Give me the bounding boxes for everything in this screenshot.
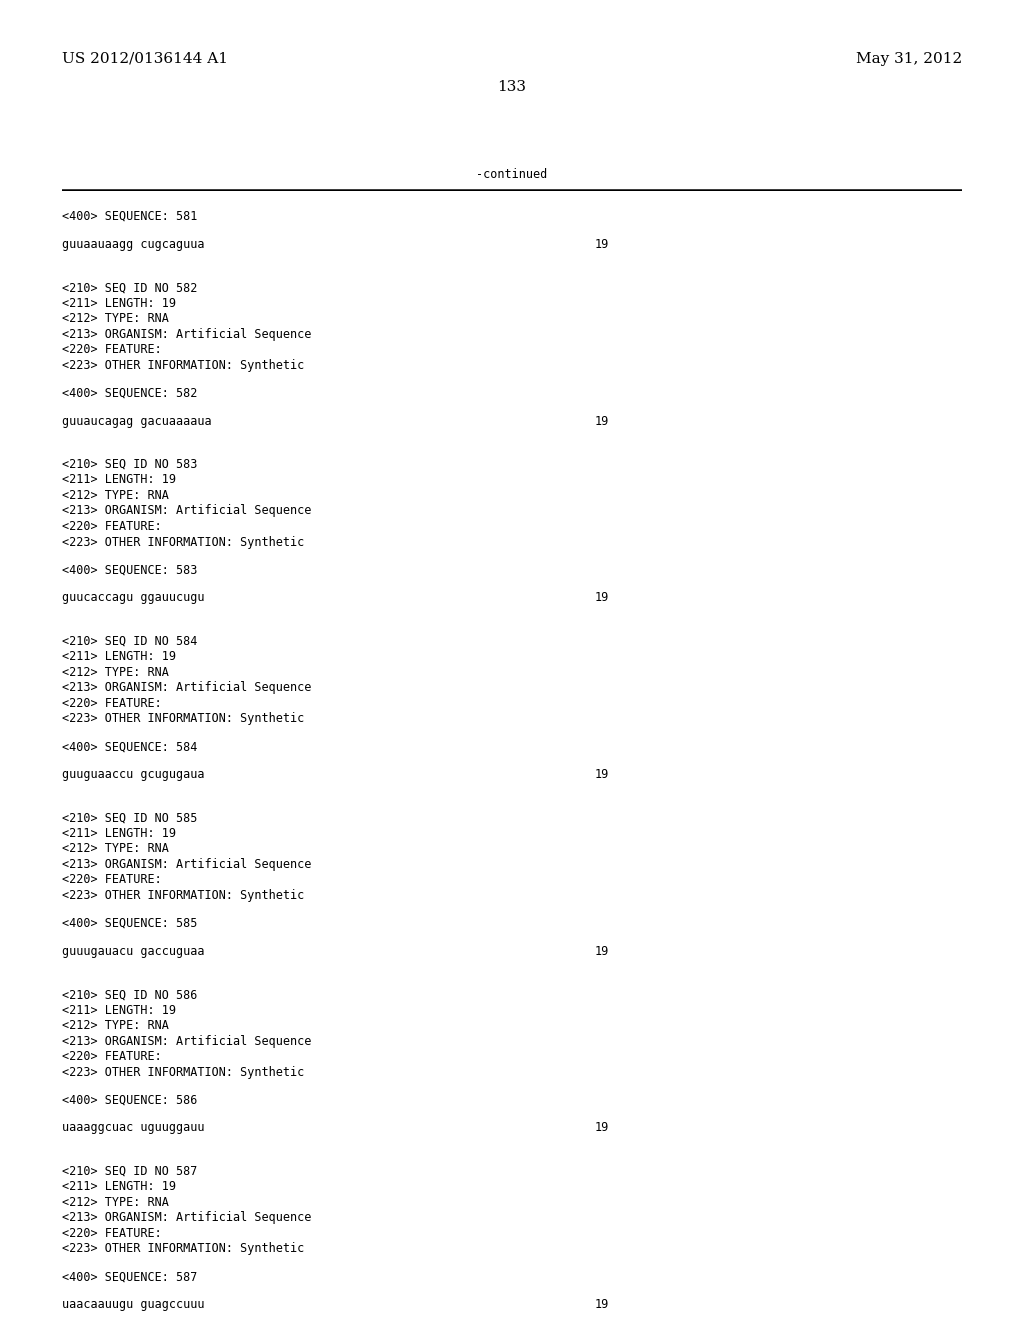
Text: <400> SEQUENCE: 581: <400> SEQUENCE: 581 — [62, 210, 198, 223]
Text: <223> OTHER INFORMATION: Synthetic: <223> OTHER INFORMATION: Synthetic — [62, 1065, 304, 1078]
Text: <210> SEQ ID NO 582: <210> SEQ ID NO 582 — [62, 281, 198, 294]
Text: <212> TYPE: RNA: <212> TYPE: RNA — [62, 313, 169, 325]
Text: <211> LENGTH: 19: <211> LENGTH: 19 — [62, 1003, 176, 1016]
Text: <213> ORGANISM: Artificial Sequence: <213> ORGANISM: Artificial Sequence — [62, 327, 311, 341]
Text: <210> SEQ ID NO 585: <210> SEQ ID NO 585 — [62, 812, 198, 825]
Text: May 31, 2012: May 31, 2012 — [856, 51, 962, 66]
Text: 19: 19 — [595, 238, 609, 251]
Text: uaaaggcuac uguuggauu: uaaaggcuac uguuggauu — [62, 1122, 205, 1134]
Text: <210> SEQ ID NO 587: <210> SEQ ID NO 587 — [62, 1164, 198, 1177]
Text: <212> TYPE: RNA: <212> TYPE: RNA — [62, 1019, 169, 1032]
Text: <220> FEATURE:: <220> FEATURE: — [62, 697, 162, 710]
Text: <400> SEQUENCE: 582: <400> SEQUENCE: 582 — [62, 387, 198, 400]
Text: 19: 19 — [595, 591, 609, 605]
Text: US 2012/0136144 A1: US 2012/0136144 A1 — [62, 51, 228, 66]
Text: <400> SEQUENCE: 585: <400> SEQUENCE: 585 — [62, 917, 198, 929]
Text: guuugauacu gaccuguaa: guuugauacu gaccuguaa — [62, 945, 205, 958]
Text: <220> FEATURE:: <220> FEATURE: — [62, 520, 162, 533]
Text: <223> OTHER INFORMATION: Synthetic: <223> OTHER INFORMATION: Synthetic — [62, 888, 304, 902]
Text: <400> SEQUENCE: 587: <400> SEQUENCE: 587 — [62, 1270, 198, 1283]
Text: <213> ORGANISM: Artificial Sequence: <213> ORGANISM: Artificial Sequence — [62, 1035, 311, 1048]
Text: <211> LENGTH: 19: <211> LENGTH: 19 — [62, 474, 176, 487]
Text: guuaucagag gacuaaaaua: guuaucagag gacuaaaaua — [62, 414, 212, 428]
Text: <211> LENGTH: 19: <211> LENGTH: 19 — [62, 826, 176, 840]
Text: <213> ORGANISM: Artificial Sequence: <213> ORGANISM: Artificial Sequence — [62, 1212, 311, 1225]
Text: 19: 19 — [595, 414, 609, 428]
Text: <210> SEQ ID NO 586: <210> SEQ ID NO 586 — [62, 989, 198, 1001]
Text: 19: 19 — [595, 1298, 609, 1311]
Text: <212> TYPE: RNA: <212> TYPE: RNA — [62, 665, 169, 678]
Text: uaacaauugu guagccuuu: uaacaauugu guagccuuu — [62, 1298, 205, 1311]
Text: <212> TYPE: RNA: <212> TYPE: RNA — [62, 842, 169, 855]
Text: <223> OTHER INFORMATION: Synthetic: <223> OTHER INFORMATION: Synthetic — [62, 713, 304, 725]
Text: 133: 133 — [498, 81, 526, 94]
Text: <400> SEQUENCE: 583: <400> SEQUENCE: 583 — [62, 564, 198, 577]
Text: 19: 19 — [595, 768, 609, 781]
Text: <211> LENGTH: 19: <211> LENGTH: 19 — [62, 1180, 176, 1193]
Text: <400> SEQUENCE: 586: <400> SEQUENCE: 586 — [62, 1093, 198, 1106]
Text: guuguaaccu gcugugaua: guuguaaccu gcugugaua — [62, 768, 205, 781]
Text: <220> FEATURE:: <220> FEATURE: — [62, 1226, 162, 1239]
Text: guuaauaagg cugcaguua: guuaauaagg cugcaguua — [62, 238, 205, 251]
Text: <210> SEQ ID NO 583: <210> SEQ ID NO 583 — [62, 458, 198, 471]
Text: -continued: -continued — [476, 168, 548, 181]
Text: <220> FEATURE:: <220> FEATURE: — [62, 874, 162, 887]
Text: <212> TYPE: RNA: <212> TYPE: RNA — [62, 488, 169, 502]
Text: <213> ORGANISM: Artificial Sequence: <213> ORGANISM: Artificial Sequence — [62, 858, 311, 871]
Text: <211> LENGTH: 19: <211> LENGTH: 19 — [62, 297, 176, 310]
Text: <210> SEQ ID NO 584: <210> SEQ ID NO 584 — [62, 635, 198, 648]
Text: guucaccagu ggauucugu: guucaccagu ggauucugu — [62, 591, 205, 605]
Text: <223> OTHER INFORMATION: Synthetic: <223> OTHER INFORMATION: Synthetic — [62, 1242, 304, 1255]
Text: <400> SEQUENCE: 584: <400> SEQUENCE: 584 — [62, 741, 198, 754]
Text: 19: 19 — [595, 945, 609, 958]
Text: <223> OTHER INFORMATION: Synthetic: <223> OTHER INFORMATION: Synthetic — [62, 536, 304, 549]
Text: 19: 19 — [595, 1122, 609, 1134]
Text: <223> OTHER INFORMATION: Synthetic: <223> OTHER INFORMATION: Synthetic — [62, 359, 304, 372]
Text: <212> TYPE: RNA: <212> TYPE: RNA — [62, 1196, 169, 1209]
Text: <213> ORGANISM: Artificial Sequence: <213> ORGANISM: Artificial Sequence — [62, 681, 311, 694]
Text: <220> FEATURE:: <220> FEATURE: — [62, 343, 162, 356]
Text: <213> ORGANISM: Artificial Sequence: <213> ORGANISM: Artificial Sequence — [62, 504, 311, 517]
Text: <220> FEATURE:: <220> FEATURE: — [62, 1051, 162, 1063]
Text: <211> LENGTH: 19: <211> LENGTH: 19 — [62, 651, 176, 663]
